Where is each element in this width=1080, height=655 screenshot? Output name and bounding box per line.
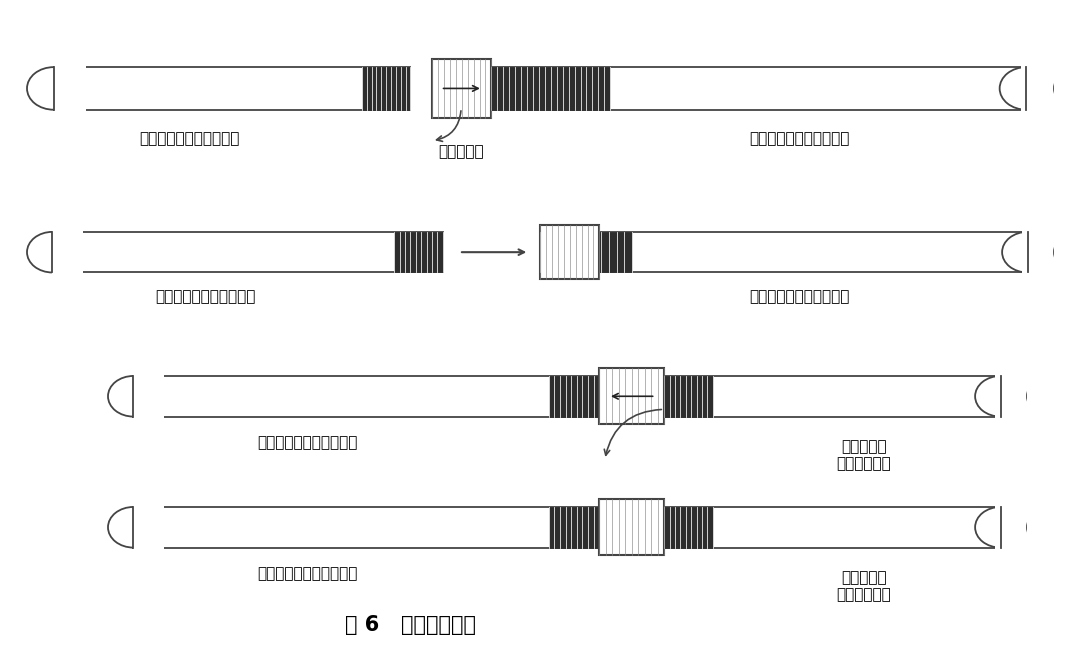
Bar [394, 232, 443, 272]
Bar [599, 368, 664, 424]
Bar [53, 232, 443, 272]
Bar [1022, 229, 1053, 276]
Bar [549, 376, 599, 417]
Bar [54, 67, 410, 109]
Bar [995, 373, 1026, 420]
Text: 下部钢筋笼上端加长螺纹: 下部钢筋笼上端加长螺纹 [750, 131, 849, 146]
Text: 图 6   螺纹连接步骤: 图 6 螺纹连接步骤 [345, 615, 476, 635]
Ellipse shape [975, 507, 1026, 548]
Bar [134, 376, 599, 417]
Ellipse shape [975, 376, 1026, 417]
Text: 下部钢筋笼
上端加长螺纹: 下部钢筋笼 上端加长螺纹 [837, 439, 891, 471]
Bar [134, 507, 599, 548]
Bar [432, 60, 491, 118]
Bar [53, 229, 83, 276]
Bar [134, 373, 164, 420]
Bar [995, 504, 1026, 551]
Bar [549, 507, 599, 548]
Text: 下部钢筋笼
上端加长螺纹: 下部钢筋笼 上端加长螺纹 [837, 570, 891, 602]
Bar [134, 504, 164, 551]
Bar [491, 67, 1026, 109]
Bar [540, 232, 1027, 272]
Bar [664, 507, 1000, 548]
Bar [664, 507, 713, 548]
Ellipse shape [27, 232, 78, 272]
Bar [1021, 64, 1053, 113]
Text: 上部钢筋笼下端标准螺纹: 上部钢筋笼下端标准螺纹 [258, 436, 357, 451]
Text: 上部钢筋笼下端标准螺纹: 上部钢筋笼下端标准螺纹 [156, 290, 255, 305]
Bar [491, 67, 610, 109]
Bar [664, 376, 1000, 417]
Bar [540, 225, 599, 279]
Bar [362, 67, 410, 109]
Ellipse shape [108, 376, 159, 417]
Text: 下部钢筋笼上端加长螺纹: 下部钢筋笼上端加长螺纹 [750, 290, 849, 305]
Bar [54, 64, 85, 113]
Text: 上部钢筋笼下端标准螺纹: 上部钢筋笼下端标准螺纹 [139, 131, 239, 146]
Text: 上部钢筋笼下端标准螺纹: 上部钢筋笼下端标准螺纹 [258, 567, 357, 582]
Ellipse shape [27, 67, 80, 109]
Ellipse shape [1002, 232, 1053, 272]
Text: 钢筋接驳器: 钢筋接驳器 [438, 144, 484, 159]
Ellipse shape [1000, 67, 1053, 109]
Bar [599, 499, 664, 555]
Bar [540, 232, 632, 272]
Bar [664, 376, 713, 417]
Ellipse shape [108, 507, 159, 548]
